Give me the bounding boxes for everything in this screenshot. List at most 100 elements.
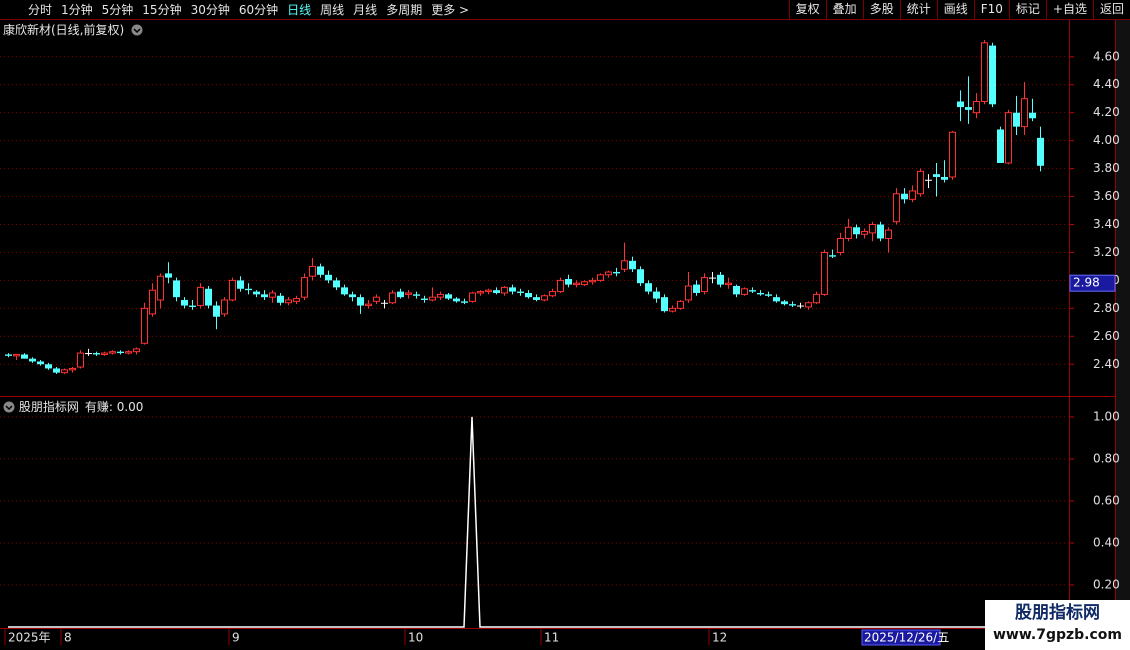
candle-body — [421, 298, 428, 300]
period-tab[interactable]: 30分钟 — [190, 3, 230, 17]
x-tick-label: 11 — [544, 631, 559, 645]
y-tick-label: 2.80 — [1093, 301, 1120, 315]
candle-body — [557, 279, 564, 293]
candle-body — [461, 301, 468, 303]
dropdown-icon[interactable] — [3, 401, 15, 413]
tool-button[interactable]: 画线 — [936, 0, 974, 19]
candle-body — [573, 282, 580, 286]
candle-body — [317, 266, 324, 275]
candle-body — [757, 292, 764, 295]
dropdown-icon[interactable] — [131, 24, 143, 36]
candle-body — [1037, 137, 1044, 166]
y-tick-label: 4.60 — [1093, 49, 1120, 63]
candle-body — [301, 277, 308, 298]
period-tab[interactable]: 周线 — [320, 3, 345, 17]
candle-body — [525, 292, 532, 298]
candle-body — [341, 287, 348, 295]
candle-body — [517, 291, 524, 293]
tool-button[interactable]: F10 — [973, 0, 1009, 19]
candle-body — [661, 297, 668, 312]
candle-body — [229, 279, 236, 301]
candle-body — [189, 305, 196, 307]
tool-button[interactable]: 标记 — [1008, 0, 1046, 19]
period-tab[interactable]: 月线 — [353, 3, 378, 17]
candle-body — [765, 294, 772, 296]
tool-button[interactable]: +自选 — [1045, 0, 1093, 19]
candle-body — [1029, 112, 1036, 119]
candle-body — [285, 299, 292, 304]
candle-body — [645, 283, 652, 292]
tool-button[interactable]: 返回 — [1092, 0, 1130, 19]
candle-body — [621, 260, 628, 270]
candle-body — [149, 289, 156, 315]
candle-body — [397, 291, 404, 298]
candle-body — [165, 273, 172, 278]
candle-body — [157, 275, 164, 301]
tool-buttons: 复权 叠加 多股 统计 画线 F10 标记 +自选 返回 — [788, 0, 1130, 19]
period-tab[interactable]: 日线 — [287, 3, 312, 17]
candle-body — [437, 293, 444, 298]
candle-body — [221, 299, 228, 315]
candle-body — [941, 176, 948, 180]
y-tick-label: 0.80 — [1093, 451, 1120, 465]
candle-body — [981, 42, 988, 102]
y-tick-label: 0.20 — [1093, 577, 1120, 591]
y-tick-label: 1.00 — [1093, 409, 1120, 423]
period-tab[interactable]: 15分钟 — [142, 3, 182, 17]
period-tab[interactable]: 多周期 — [386, 3, 423, 17]
candle-body — [581, 281, 588, 286]
period-tab[interactable]: 1分钟 — [61, 3, 93, 17]
candle-body — [989, 45, 996, 105]
indicator-title: 股朋指标网有赚0.00 — [3, 398, 143, 415]
period-tab[interactable]: 分时 — [28, 3, 53, 17]
period-tab[interactable]: 5分钟 — [101, 3, 134, 17]
candle-body — [533, 297, 540, 300]
tool-button[interactable]: 多股 — [862, 0, 900, 19]
y-tick-label: 3.60 — [1093, 189, 1120, 203]
y-tick-label: 3.40 — [1093, 217, 1120, 231]
candle-body — [1021, 98, 1028, 128]
toolbar: 分时 1分钟 5分钟 15分钟 30分钟 60分钟 日线 周线 月线 多周期 更多 > 复权 叠加 多股… — [0, 0, 1130, 20]
candle-body — [965, 107, 972, 110]
candle-body — [909, 190, 916, 200]
candle-body — [53, 368, 60, 373]
candle-body — [901, 193, 908, 200]
candle-body — [733, 285, 740, 295]
tool-button[interactable]: 统计 — [899, 0, 937, 19]
candle-body — [565, 278, 572, 285]
tool-button[interactable]: 叠加 — [825, 0, 863, 19]
candle-body — [749, 290, 756, 292]
candle-body — [613, 272, 620, 274]
period-tab[interactable]: 更多 > — [431, 3, 470, 17]
y-tick-label: 4.00 — [1093, 133, 1120, 147]
y-tick-label: 2.40 — [1093, 357, 1120, 371]
candle-body — [37, 361, 44, 365]
main-title: 康欣新材(日线,前复权) — [3, 21, 143, 38]
candle-body — [949, 131, 956, 178]
candle-body — [997, 129, 1004, 163]
candle-body — [629, 260, 636, 270]
period-tab[interactable]: 60分钟 — [238, 3, 279, 17]
y-tick-label: 0.60 — [1093, 493, 1120, 507]
candle-body — [469, 292, 476, 302]
candle-body — [925, 179, 932, 181]
candle-body — [797, 305, 804, 307]
candle-body — [309, 265, 316, 277]
candle-body — [685, 285, 692, 301]
x-tick-label: 2025年 — [8, 631, 51, 645]
candle-body — [349, 294, 356, 298]
candle-body — [429, 296, 436, 301]
tool-button[interactable]: 复权 — [788, 0, 826, 19]
candle-body — [293, 298, 300, 302]
candle-body — [77, 352, 84, 368]
candle-body — [813, 293, 820, 304]
candle-body — [845, 226, 852, 239]
candle-body — [709, 277, 716, 279]
x-tick-label: 8 — [64, 631, 72, 645]
candle-body — [805, 302, 812, 308]
candle-body — [717, 274, 724, 285]
watermark-url: www.7gpzb.com — [992, 627, 1122, 643]
candle-body — [405, 292, 412, 295]
candle-body — [589, 279, 596, 283]
candle-body — [21, 354, 28, 359]
